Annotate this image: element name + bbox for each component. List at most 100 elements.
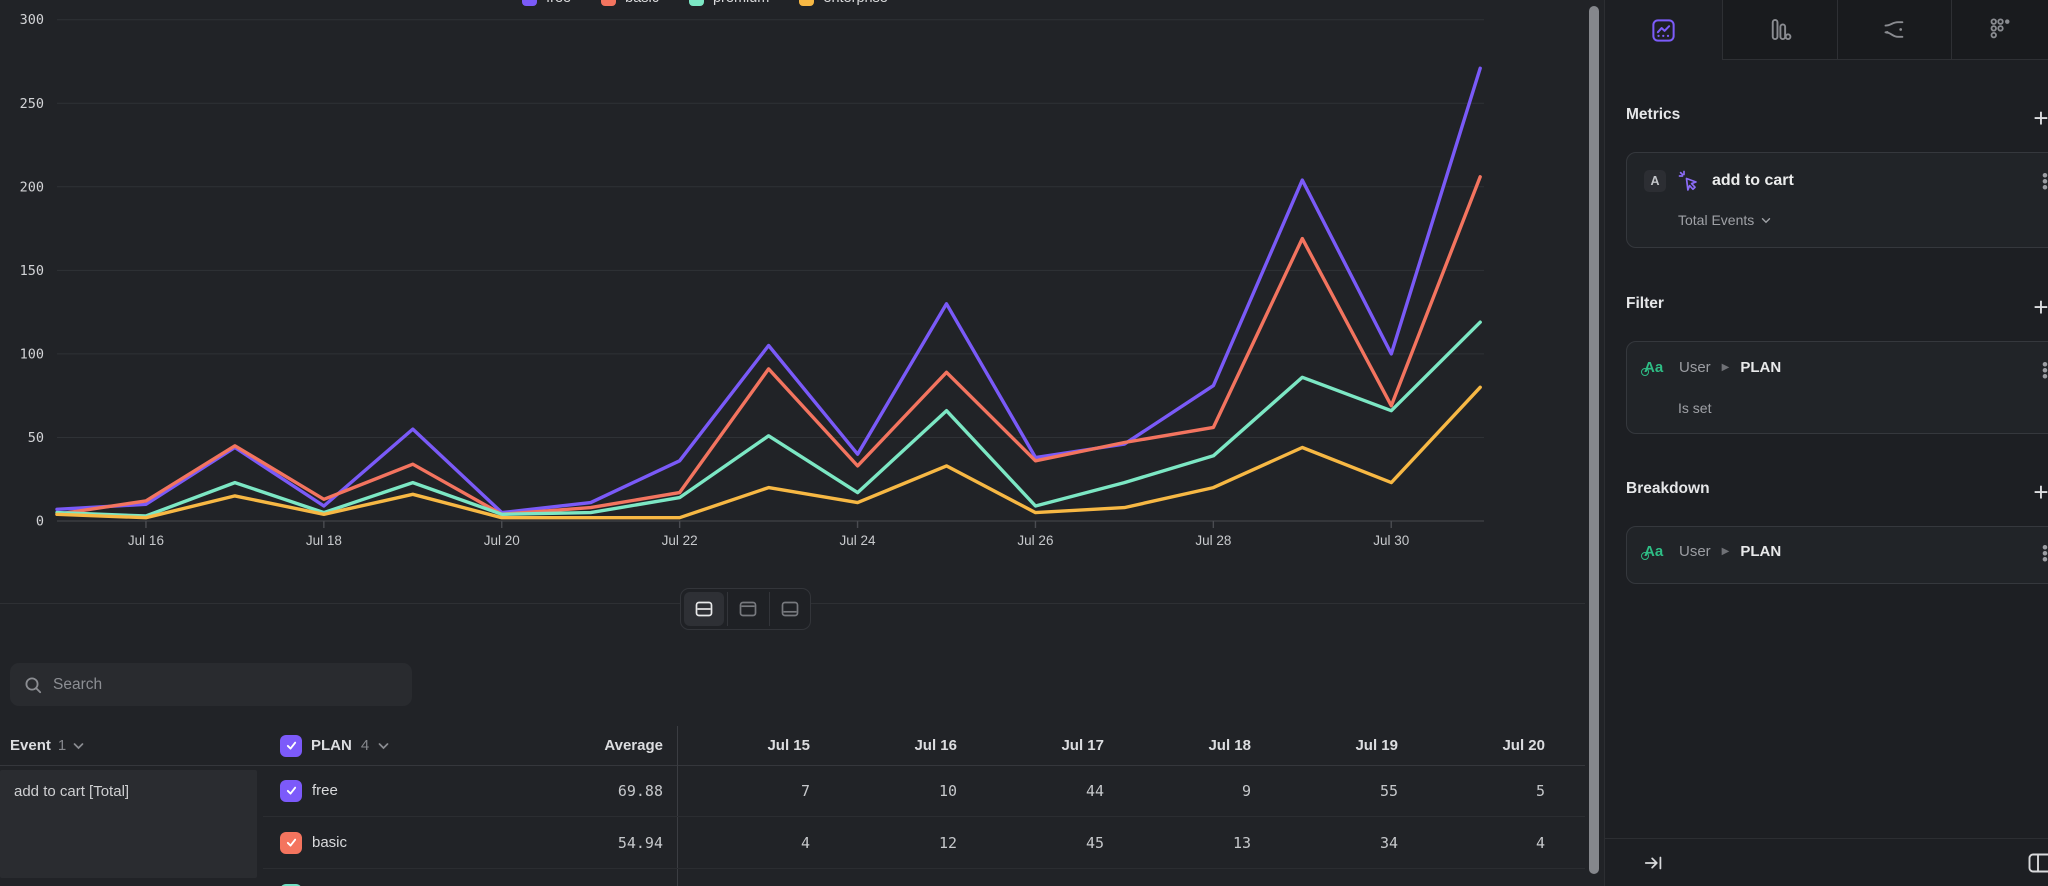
search-icon [25,677,42,693]
table-header-divider [0,765,1585,766]
table-row-premium[interactable]: premium33.8853235234 [263,869,1585,886]
filter-card[interactable]: Aa User ▶ PLAN Is set • • • [1626,341,2048,434]
breadcrumb-arrow-icon: ▶ [1721,362,1730,373]
search-box[interactable] [10,663,412,706]
legend-item-premium[interactable]: premium [688,0,769,6]
series-line-enterprise [55,385,1482,520]
metric-letter-badge: A [1644,170,1666,192]
legend-label: enterprise [823,0,887,6]
row-value-cell: 55 [1379,781,1398,800]
table-header: Event 1 PLAN 4 Average Jul 15 Jul 16 Jul 1… [0,726,1585,765]
date-column-header: Jul 16 [914,737,957,754]
event-group-cell: add to cart [Total] [0,770,257,878]
breakdown-property: PLAN [1740,543,1782,560]
legend-item-enterprise[interactable]: enterprise [799,0,888,6]
legend-item-basic[interactable]: basic [601,0,659,6]
row-value-cell: 4 [1535,833,1545,852]
collapse-panel-icon[interactable] [1643,852,1665,874]
event-column-dropdown[interactable]: Event 1 [10,737,84,754]
average-column-divider [677,726,678,886]
text-property-icon: Aa [1641,359,1668,376]
flows-icon [1884,21,1904,38]
plan-header-count: 4 [360,737,370,754]
y-axis-tick-label: 150 [20,263,44,279]
breakdown-card[interactable]: Aa User ▶ PLAN • • • [1626,526,2048,584]
tab-more-visualizations[interactable] [1952,0,2048,60]
metrics-section-title: Metrics [1626,106,1681,123]
row-label: free [312,782,338,799]
row-value-cell: 4 [800,833,810,852]
visualization-tabs [1605,0,2048,60]
row-value-cell: 12 [938,833,957,852]
add-breakdown-button[interactable]: + [2033,477,2048,507]
x-axis-tick-label: Jul 18 [306,533,342,548]
chart-bottom-view-icon [781,601,799,617]
row-average: 54.94 [617,833,663,852]
x-axis-tick-label: Jul 26 [1017,533,1053,548]
text-property-icon: Aa [1641,543,1668,560]
filter-entity: User [1679,359,1711,376]
layout-toggle-chart-top-view[interactable] [727,592,768,626]
table-row-free[interactable]: free 69.88 7 10 44 9 55 5 [263,765,1585,817]
table-row-basic[interactable]: basic 54.94 4 12 45 13 34 4 [263,817,1585,869]
split-view-icon [695,601,713,617]
sidebar-footer [1605,838,2048,886]
layout-toggle-split-view[interactable] [684,592,725,626]
layout-toggle-chart-bottom-view[interactable] [768,592,810,626]
tab-flows[interactable] [1837,0,1953,60]
breakdown-section-title: Breakdown [1626,480,1710,497]
average-header: Average [604,737,663,754]
metric-measure-dropdown[interactable]: Total Events [1678,212,1771,228]
cursor-click-icon [1678,170,1697,191]
y-axis-tick-label: 100 [20,346,44,362]
metric-card[interactable]: A add to cart Total Events • • • [1626,152,2048,248]
y-axis-tick-label: 300 [20,12,44,28]
date-column-header: Jul 18 [1208,737,1251,754]
series-line-basic [55,175,1482,516]
plan-column-dropdown[interactable]: PLAN 4 [280,734,389,757]
row-checkbox[interactable] [280,831,302,854]
vertical-scrollbar-thumb[interactable] [1589,6,1599,874]
event-header-count: 1 [57,737,67,754]
plan-header-label: PLAN [311,737,352,754]
x-axis-tick-label: Jul 24 [840,533,877,548]
search-input[interactable] [53,675,399,694]
tab-line-chart[interactable] [1605,0,1723,60]
breadcrumb-arrow-icon: ▶ [1721,546,1730,557]
date-column-header: Jul 15 [767,737,810,754]
date-column-header: Jul 20 [1502,737,1545,754]
date-column-header: Jul 19 [1355,737,1398,754]
row-value-cell: 44 [1085,781,1104,800]
y-axis-tick-label: 50 [28,430,44,446]
row-checkbox[interactable] [280,779,302,802]
legend-item-free[interactable]: free [522,0,571,6]
series-line-premium [55,320,1482,518]
row-value-cell: 13 [1232,833,1251,852]
row-checkbox[interactable] [280,883,302,886]
legend-label: free [546,0,571,6]
add-metric-button[interactable]: + [2033,103,2048,133]
x-axis-tick-label: Jul 28 [1195,533,1231,548]
breakdown-options-kebab[interactable]: • • • [2042,538,2048,569]
chevron-down-icon [378,742,389,749]
legend-swatch [799,0,815,6]
row-value-cell: 5 [1535,781,1545,800]
filter-section-title: Filter [1626,295,1664,312]
row-average: 69.88 [617,781,663,800]
chevron-down-icon [73,742,84,749]
row-value-cell: 10 [938,781,957,800]
tab-bar-chart[interactable] [1722,0,1838,60]
x-axis-tick-label: Jul 20 [484,533,520,548]
plan-select-all-checkbox[interactable] [280,734,302,757]
filter-options-kebab[interactable]: • • • [2042,355,2048,386]
y-axis-tick-label: 0 [36,514,44,530]
line-chart: 0 50 100 150 200 250 300 Jul 16 Jul 18 Jul 20 Jul … [20,12,1484,548]
main-panel: 0 50 100 150 200 250 300 Jul 16 Jul 18 Jul 20 Jul … [0,0,1585,886]
panel-layout-icon[interactable] [2028,852,2048,874]
date-column-header: Jul 17 [1061,737,1104,754]
legend-swatch [688,0,704,6]
filter-condition-dropdown[interactable]: Is set [1678,400,1712,416]
metric-options-kebab[interactable]: • • • [2042,166,2048,197]
add-filter-button[interactable]: + [2033,292,2048,322]
